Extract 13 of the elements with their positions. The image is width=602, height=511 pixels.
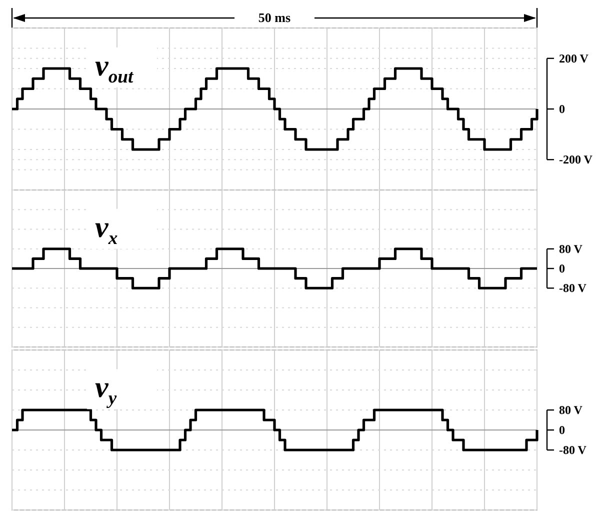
text: 50 ms [258,10,291,25]
y-tick-label: -80 V [559,281,587,296]
series-label: v$_{x}$ [95,210,118,248]
series-label: v$_{y}$ [95,371,118,409]
y-tick-label: 200 V [559,51,589,66]
y-tick-label: 0 [559,102,565,116]
y-tick-label: 80 V [559,242,583,256]
y-tick-label: 0 [559,423,565,437]
y-tick-label: 0 [559,262,565,276]
series-label: v$_{out}$ [95,49,134,88]
y-tick-label: -200 V [559,152,593,167]
y-tick-label: -80 V [559,443,587,457]
y-tick-label: 80 V [559,403,583,417]
